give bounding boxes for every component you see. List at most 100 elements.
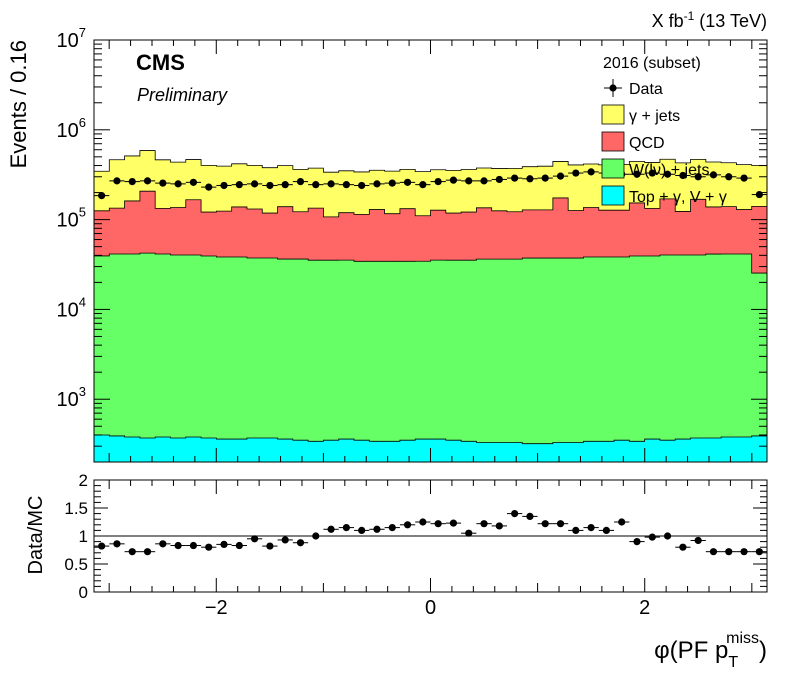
- legend-swatch: [601, 158, 625, 179]
- hist-bar: [201, 438, 217, 462]
- ratio-point: [220, 540, 228, 549]
- hist-bar: [399, 440, 416, 462]
- ratio-point: [648, 533, 656, 541]
- x-tick-label: 2: [639, 597, 650, 619]
- hist-bar: [246, 258, 263, 462]
- legend-entry: Data: [604, 79, 663, 98]
- ratio-point: [679, 543, 687, 551]
- data-point: [143, 177, 152, 185]
- ratio-point: [403, 521, 412, 529]
- hist-bar: [124, 254, 141, 462]
- data-point: [205, 183, 213, 191]
- ratio-y-tick-label: 1: [79, 527, 88, 546]
- hist-bar: [583, 441, 600, 462]
- ratio-point: [327, 525, 335, 533]
- hist-bar: [751, 435, 768, 462]
- y-tick-label: 105: [57, 205, 86, 232]
- hist-bar: [445, 440, 462, 462]
- cms-label: CMS: [136, 50, 185, 75]
- data-point: [296, 178, 305, 186]
- ratio-point: [740, 548, 748, 556]
- ratio-point: [480, 520, 488, 528]
- hist-bar: [354, 440, 370, 462]
- legend-title: 2016 (subset): [603, 55, 701, 72]
- hist-bar: [399, 261, 416, 462]
- legend-entry: γ + jets: [601, 104, 680, 125]
- series-top-v: [94, 434, 768, 462]
- hist-bar: [94, 255, 110, 462]
- top-axes: 103 104 105 106 107: [57, 25, 768, 463]
- legend-label: Top + γ, V + γ: [629, 189, 727, 206]
- hist-bar: [170, 438, 187, 462]
- legend-swatch: [601, 131, 625, 152]
- hist-bar: [736, 254, 753, 462]
- ratio-point: [358, 526, 366, 535]
- hist-bar: [216, 256, 232, 462]
- hist-bar: [690, 438, 707, 462]
- hist-bar: [614, 440, 630, 462]
- hist-bar: [369, 441, 385, 462]
- ratio-point: [388, 524, 396, 532]
- legend-marker: [609, 84, 617, 92]
- hist-bar: [139, 438, 156, 462]
- ratio-point: [159, 540, 167, 548]
- hist-bar: [338, 260, 355, 462]
- hist-bar: [170, 254, 187, 462]
- data-point: [113, 177, 121, 185]
- ratio-y-tick-label: 1.5: [64, 499, 88, 518]
- x-tick-label: −2: [205, 597, 228, 619]
- hist-bar: [721, 254, 737, 462]
- hist-bar: [721, 436, 737, 462]
- data-point: [388, 179, 396, 187]
- hist-bar: [109, 254, 125, 462]
- hist-bar: [262, 438, 278, 462]
- hist-bar: [292, 440, 309, 462]
- ratio-point: [342, 524, 350, 532]
- data-point: [449, 176, 458, 184]
- hist-bar: [690, 254, 707, 462]
- data-point: [755, 190, 763, 199]
- hist-bar: [323, 260, 340, 462]
- x-axis-title: φ(PF pTmiss): [654, 630, 767, 671]
- hist-bar: [369, 261, 385, 462]
- hist-bar: [598, 441, 615, 462]
- series-w-l-jets: [94, 252, 768, 462]
- data-point: [541, 174, 549, 182]
- hist-outline: [94, 150, 767, 173]
- hist-bar: [415, 439, 431, 462]
- hist-bar: [155, 436, 171, 462]
- data-point: [511, 174, 519, 182]
- hist-bar: [277, 259, 294, 462]
- ratio-axes: 0 0.5 1 1.5 2 −2 0 2: [64, 471, 768, 619]
- ratio-point: [143, 548, 152, 556]
- hist-bar: [231, 256, 248, 462]
- ratio-point: [495, 522, 503, 530]
- hist-outline: [94, 252, 767, 274]
- hist-bar: [94, 434, 110, 462]
- data-point: [403, 178, 412, 186]
- data-point: [373, 180, 381, 188]
- ratio-point: [98, 542, 106, 550]
- ratio-point: [128, 548, 136, 556]
- ratio-point: [235, 541, 243, 550]
- hist-bar: [354, 261, 370, 462]
- ratio-point: [725, 548, 733, 556]
- ratio-point: [266, 542, 274, 550]
- ratio-point: [556, 520, 565, 528]
- ratio-point: [526, 512, 534, 521]
- hist-bar: [736, 436, 753, 462]
- data-point: [266, 181, 274, 190]
- hist-bar: [430, 260, 447, 462]
- data-point: [434, 178, 442, 186]
- hist-bar: [384, 261, 401, 462]
- hist-bar: [552, 258, 569, 462]
- hist-bar: [185, 436, 202, 462]
- hist-bar: [139, 253, 156, 462]
- data-point: [358, 181, 366, 190]
- hist-bar: [675, 255, 691, 462]
- legend-swatch: [601, 104, 625, 125]
- legend-label: QCD: [629, 135, 665, 152]
- hist-bar: [629, 441, 645, 462]
- hist-bar: [338, 439, 355, 462]
- data-point: [220, 181, 228, 190]
